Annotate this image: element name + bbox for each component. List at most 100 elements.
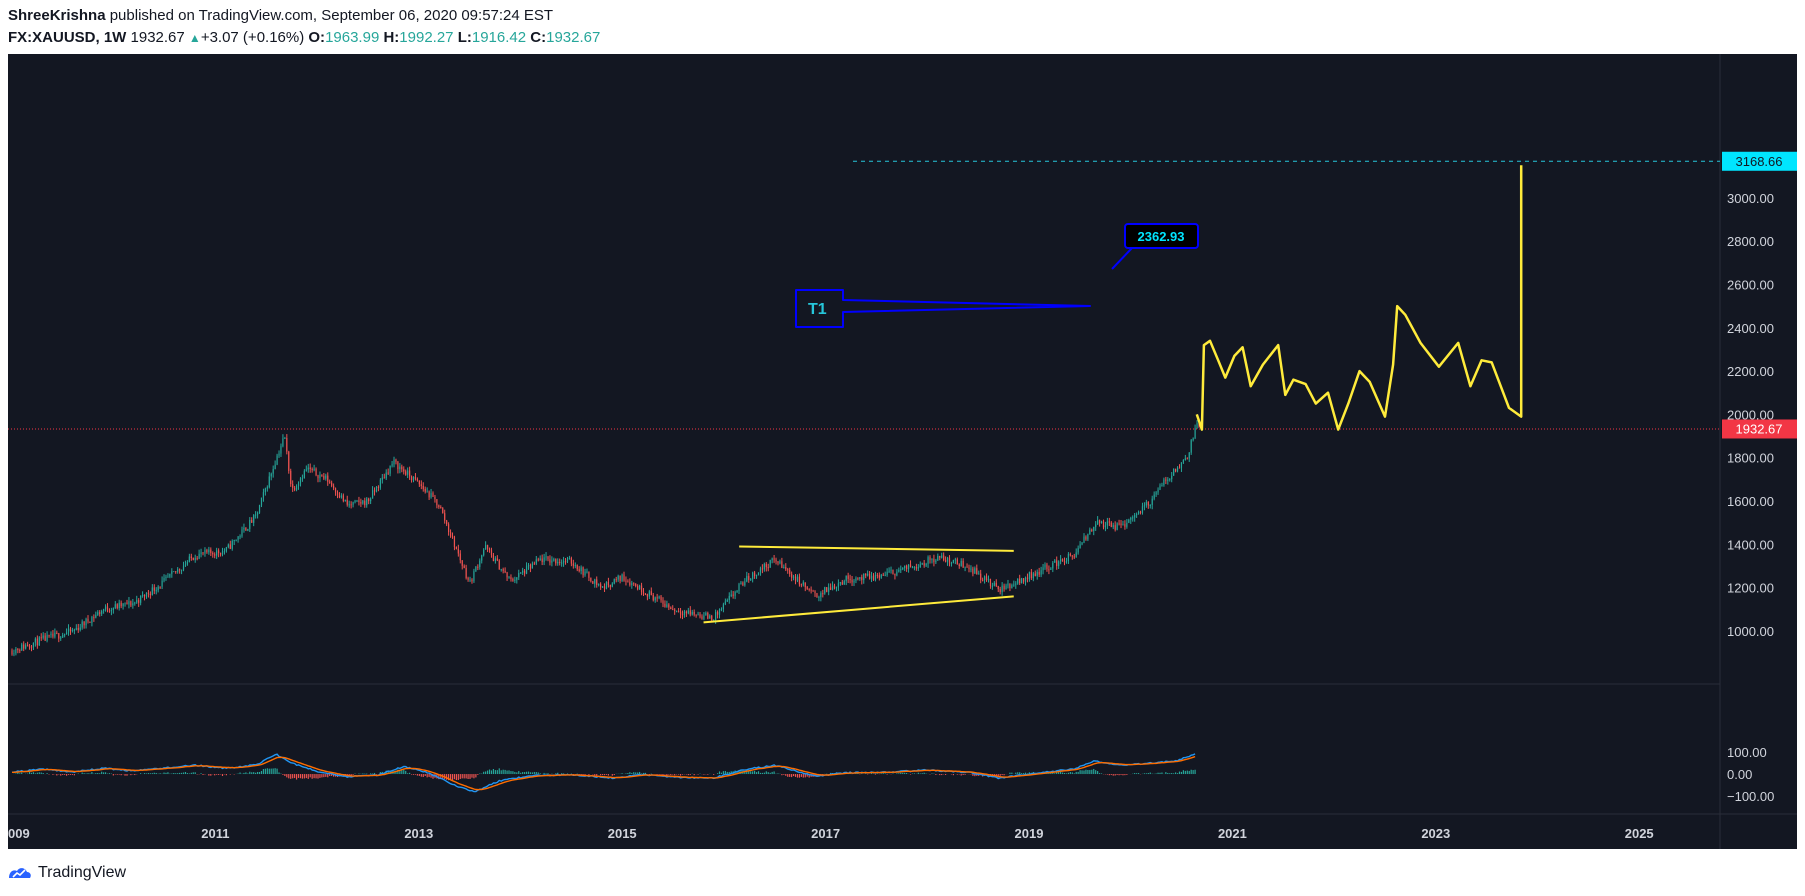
candle-body [1161,485,1163,487]
candle-body [1176,467,1179,472]
candle-body [186,561,189,565]
projection-drawing[interactable] [1195,165,1523,431]
candle-body [635,583,637,586]
candle-body [457,548,459,554]
candle-body [1087,534,1089,540]
candle-body [736,590,738,593]
chart-svg[interactable]: T1 2362.93 1000.001200.001400.001600.001… [8,54,1797,849]
candle-body [461,560,463,566]
candle-body [251,519,253,523]
candle-body [853,580,855,583]
candle-body [1163,479,1165,486]
candle-body [247,528,249,531]
candle-body [1165,479,1167,481]
candle-body [529,565,532,569]
high-label: H: [383,29,400,46]
candle-body [1098,520,1101,524]
candle-body [469,579,471,581]
candle-body [249,519,251,529]
candle-body [576,565,578,570]
candle-body [237,536,239,540]
triangle-lower-trendline[interactable] [703,595,1014,624]
price-tick-label: 2400.00 [1727,321,1774,336]
candle-body [617,575,619,580]
candle-body [395,459,397,462]
candle-body [987,578,990,581]
candle-body [253,515,255,523]
candle-body [58,633,60,639]
candle-body [742,582,744,586]
candle-body [691,611,693,615]
candle-body [278,453,280,456]
candle-body [676,610,678,612]
tradingview-footer[interactable]: TradingView [8,860,126,886]
tradingview-brand: TradingView [38,864,127,881]
candles [11,419,1200,657]
candle-body [17,648,19,651]
candle-body [69,628,72,632]
candle-body [50,633,52,635]
candle-body [364,500,366,506]
time-tick-label: 2025 [1625,826,1654,841]
author-name[interactable]: ShreeKrishna [8,7,106,24]
candle-body [116,604,118,609]
candle-body [71,630,74,632]
candle-body [976,568,978,575]
candle-body [356,500,358,502]
candle-body [874,574,877,581]
t1-price-callout[interactable]: 2362.93 [1111,223,1199,270]
candle-body [543,557,545,563]
candle-body [982,579,984,581]
candle-body [147,592,150,594]
price-tick-label: 2600.00 [1727,277,1774,292]
candle-body [888,570,890,572]
candle-body [179,569,181,571]
candle-body [465,567,467,578]
candle-body [136,600,138,603]
candle-body [1147,502,1149,506]
candle-body [1186,458,1188,460]
candle-body [490,550,493,556]
candle-body [757,572,760,575]
t1-callout[interactable]: T1 [795,289,1091,328]
candle-body [65,632,68,635]
candle-body [410,476,413,481]
time-tick-label: 2011 [201,826,229,841]
candle-body [681,614,684,616]
candle-body [685,611,687,614]
candle-body [256,512,259,515]
t1-price-callout-box[interactable] [1124,223,1199,249]
candle-body [210,549,212,553]
candle-body [555,559,557,564]
candle-body [225,547,227,552]
candle-body [305,469,307,471]
candle-body [568,557,571,560]
candle-body [1038,571,1040,575]
candle-body [128,601,130,605]
candle-body [346,499,348,505]
candle-body [510,577,512,579]
candle-body [112,608,114,611]
candle-body [108,610,111,612]
candle-body [592,581,594,584]
candle-body [276,455,278,465]
symbol-interval[interactable]: FX:XAUUSD, 1W [8,29,127,46]
candle-body [1046,564,1048,570]
chart-area[interactable]: T1 2362.93 1000.00 1200.00 1400.00 1600.00 1… [8,54,1797,849]
candle-body [806,587,808,589]
candle-body [1167,479,1169,481]
candle-body [1013,584,1015,586]
candle-body [713,619,715,621]
candle-body [1145,502,1147,506]
candle-body [99,612,101,614]
candle-body [428,491,430,498]
triangle-upper-trendline[interactable] [739,545,1014,552]
candle-body [943,555,945,561]
candle-body [245,527,247,531]
price-tick-label: 1000.00 [1727,624,1774,639]
candle-body [1065,560,1068,563]
t1-callout-box[interactable] [795,289,1091,328]
candle-body [890,569,892,571]
candle-body [1122,524,1124,526]
candle-body [407,470,409,475]
